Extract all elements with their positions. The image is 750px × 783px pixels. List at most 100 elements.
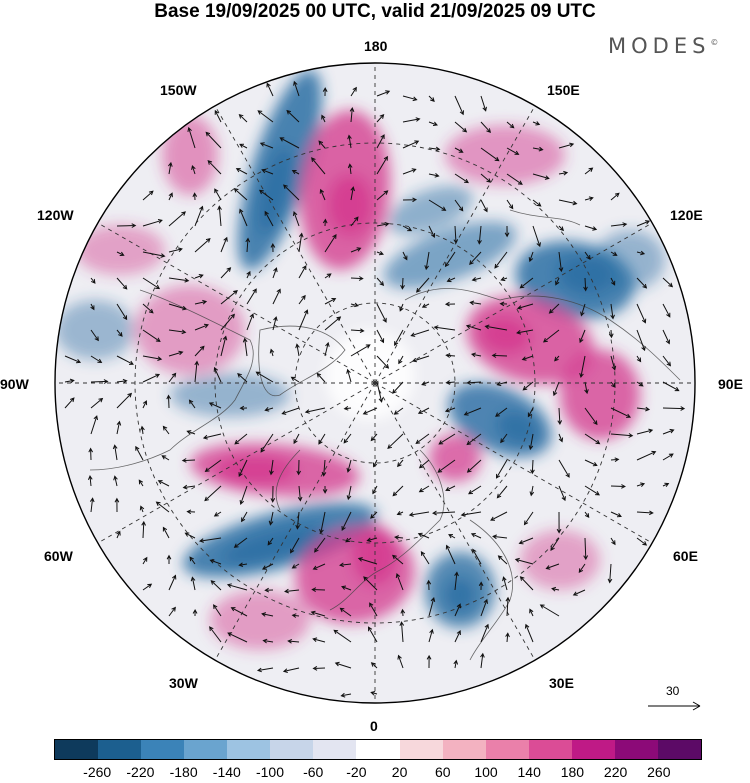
negative-anomaly-area xyxy=(55,300,135,360)
wind-arrow xyxy=(168,350,184,357)
wind-arrow xyxy=(142,251,166,258)
wind-arrow xyxy=(417,532,430,539)
wind-arrow xyxy=(556,511,562,534)
wind-arrow xyxy=(636,537,648,546)
colorbar-tick-label: 140 xyxy=(517,764,541,780)
wind-arrow xyxy=(607,563,613,584)
wind-arrow xyxy=(90,397,104,409)
wind-arrow xyxy=(418,459,430,469)
wind-arrow xyxy=(214,109,222,123)
wind-arrow xyxy=(426,654,432,669)
wind-arrow xyxy=(480,147,500,162)
wind-arrow xyxy=(519,277,534,289)
wind-arrow xyxy=(311,587,326,593)
wind-arrow xyxy=(463,407,482,416)
wind-arrow xyxy=(350,276,364,281)
wind-arrow xyxy=(321,459,327,477)
wind-arrow xyxy=(90,303,95,311)
wind-arrow xyxy=(90,355,103,364)
wind-arrow xyxy=(142,303,154,314)
wind-arrow xyxy=(636,482,646,487)
wind-arrow xyxy=(142,373,161,383)
wind-arrow xyxy=(444,407,456,413)
colorbar-tick-label: -180 xyxy=(169,764,198,780)
wind-arrow xyxy=(310,610,326,617)
wind-arrow xyxy=(256,667,274,673)
wind-arrow xyxy=(239,405,248,411)
positive-anomaly-area xyxy=(210,590,310,650)
wind-arrow xyxy=(269,459,274,476)
wind-arrow xyxy=(453,225,459,244)
wind-arrow xyxy=(636,381,644,387)
wind-arrow xyxy=(188,399,196,409)
wind-arrow xyxy=(424,251,430,271)
wind-arrow xyxy=(259,142,274,149)
wind-arrow xyxy=(395,573,404,591)
colorbar-tick-label: 60 xyxy=(435,764,451,780)
wind-arrow xyxy=(416,277,430,293)
wind-arrow xyxy=(220,313,235,331)
wind-arrow xyxy=(465,324,482,331)
wind-arrow xyxy=(433,325,456,331)
wind-arrow xyxy=(636,303,647,324)
modes-logo: MODES© xyxy=(608,34,719,58)
wind-arrow xyxy=(319,188,326,201)
wind-arrow xyxy=(204,485,222,502)
wind-arrow xyxy=(140,425,145,435)
wind-arrow xyxy=(584,251,591,260)
wind-arrow xyxy=(162,526,170,539)
wind-arrow xyxy=(245,237,251,253)
wind-arrow xyxy=(394,329,404,347)
colorbar-segment xyxy=(571,740,615,759)
wind-arrow xyxy=(376,114,385,123)
wind-arrow xyxy=(116,329,123,337)
lon-label-150e: 150E xyxy=(547,82,580,98)
wind-arrow xyxy=(205,131,222,149)
wind-arrow xyxy=(298,232,304,253)
wind-arrow xyxy=(400,277,405,290)
wind-arrow xyxy=(528,251,534,263)
meridian-line xyxy=(97,382,376,544)
wind-arrow xyxy=(454,121,468,133)
wind-arrow xyxy=(116,277,128,290)
wind-arrow xyxy=(454,199,464,212)
wind-arrow xyxy=(272,267,278,279)
wind-arrow xyxy=(505,596,511,617)
wind-arrow xyxy=(282,667,300,673)
wind-arrow xyxy=(90,415,98,435)
colorbar xyxy=(54,739,702,760)
wind-arrow xyxy=(400,608,406,617)
wind-arrow xyxy=(494,251,508,269)
wind-arrow xyxy=(376,250,384,256)
wind-arrow xyxy=(402,225,413,232)
wind-arrow xyxy=(184,532,196,539)
wind-arrow xyxy=(480,173,492,183)
wind-arrow xyxy=(64,378,75,384)
wind-scale-arrow xyxy=(648,701,701,711)
lon-label-120e: 120E xyxy=(670,207,703,223)
colorbar-tick-label: 20 xyxy=(391,764,408,780)
wind-arrow xyxy=(162,425,170,435)
colorbar-tick-label: -20 xyxy=(346,764,367,780)
wind-arrow xyxy=(480,95,487,112)
wind-arrow xyxy=(580,303,586,317)
wind-arrow xyxy=(428,146,441,152)
wind-arrow xyxy=(392,485,404,497)
wind-arrow xyxy=(454,603,461,617)
wind-arrow xyxy=(454,630,461,643)
colorbar-segment xyxy=(485,740,529,759)
colorbar-segment xyxy=(141,740,185,759)
meridian-line xyxy=(214,105,376,384)
wind-arrow xyxy=(584,407,598,426)
wind-arrow xyxy=(267,537,274,546)
meridian-line xyxy=(374,222,653,384)
wind-arrow xyxy=(168,303,188,311)
wind-arrow xyxy=(579,355,586,379)
wind-arrow xyxy=(610,484,626,489)
wind-arrow xyxy=(362,407,378,415)
wind-arrow xyxy=(636,277,648,289)
wind-arrow xyxy=(402,251,408,261)
wind-arrow xyxy=(460,511,482,517)
wind-arrow xyxy=(499,301,508,307)
wind-arrow xyxy=(466,433,482,446)
